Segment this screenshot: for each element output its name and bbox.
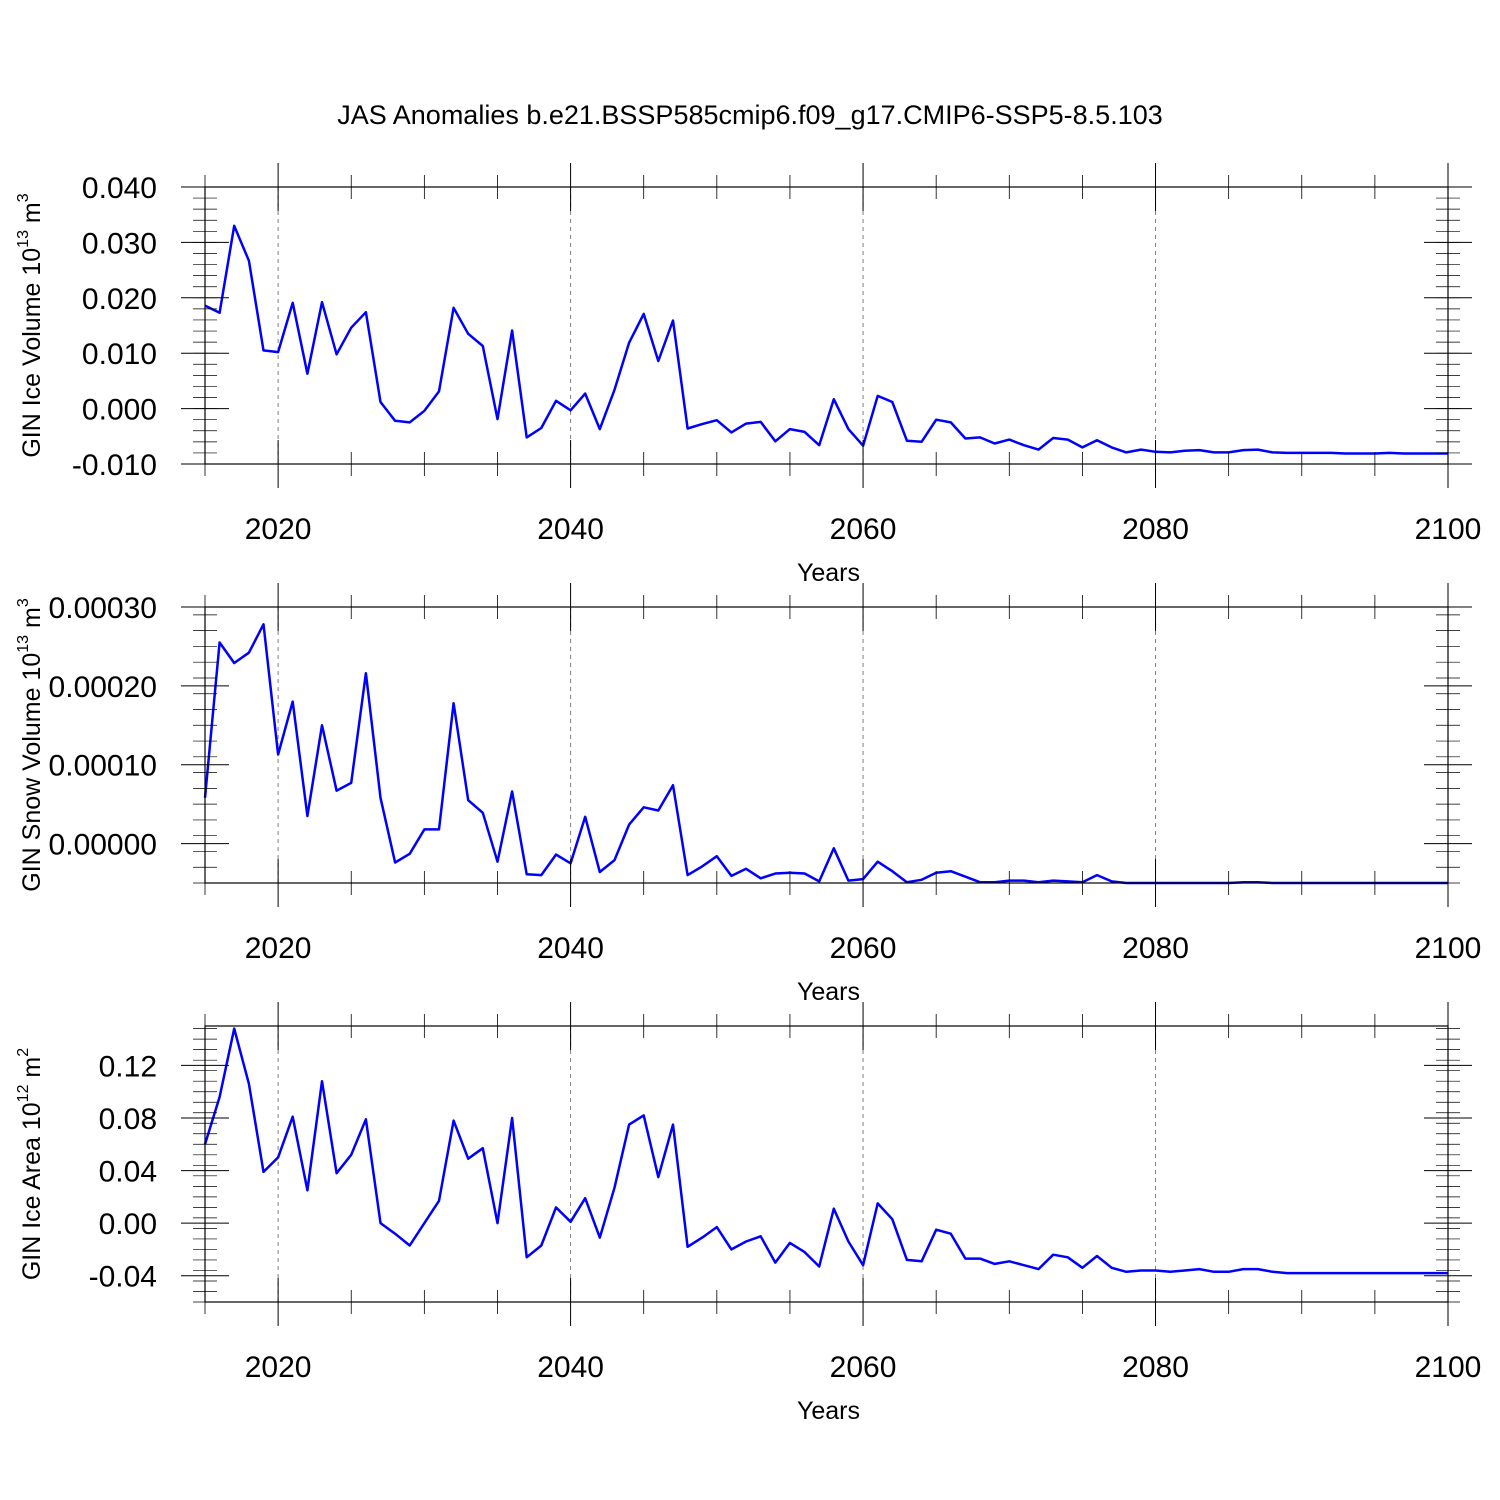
ice-volume-ytick-label: 0.000 <box>82 394 157 427</box>
panel-ice-volume: 0.040 0.030 0.020 0.010 0.000 -0.010 2020 2040… <box>15 163 1481 587</box>
ice-volume-xtick-label: 2040 <box>537 513 604 546</box>
ice-area-ytick-label: 0.08 <box>99 1103 157 1136</box>
snow-volume-ytick-label: 0.00020 <box>49 671 157 704</box>
snow-volume-series-line <box>203 623 1448 885</box>
ice-volume-ytick-label: 0.040 <box>82 172 157 205</box>
ice-area-ytick-label: 0.00 <box>99 1208 157 1241</box>
ice-volume-xtick-label: 2020 <box>245 513 312 546</box>
ice-area-xtick-label: 2100 <box>1415 1351 1482 1384</box>
snow-volume-xtick-label: 2040 <box>537 932 604 965</box>
snow-volume-y-axis-title: GIN Snow Volume 1013 m3 <box>15 598 46 892</box>
ice-area-xtick-label: 2040 <box>537 1351 604 1384</box>
chart-title: JAS Anomalies b.e21.BSSP585cmip6.f09_g17… <box>337 100 1163 130</box>
panel-snow-volume: 0.00030 0.00020 0.00010 0.00000 2020 2040 206… <box>15 583 1481 1006</box>
snow-volume-ytick-label: 0.00010 <box>49 750 157 783</box>
ice-volume-ytick-label: 0.030 <box>82 227 157 260</box>
ice-volume-y-axis-title: GIN Ice Volume 1013 m3 <box>15 193 46 457</box>
ice-volume-x-axis-title: Years <box>797 559 860 587</box>
ice-volume-xtick-label: 2080 <box>1122 513 1189 546</box>
snow-volume-xtick-label: 2020 <box>245 932 312 965</box>
ice-volume-plot-frame <box>204 186 1449 465</box>
ice-volume-ytick-label: 0.010 <box>82 338 157 371</box>
ice-volume-ytick-label: 0.020 <box>82 283 157 316</box>
ice-area-series-line <box>203 1027 1448 1275</box>
ice-area-x-axis-title: Years <box>797 1397 860 1425</box>
ice-volume-ytick-label: -0.010 <box>72 449 157 482</box>
ice-area-ytick-label: 0.12 <box>99 1050 157 1083</box>
ice-area-plot-frame <box>204 1025 1449 1303</box>
ice-area-xtick-label: 2060 <box>830 1351 897 1384</box>
snow-volume-x-axis-title: Years <box>797 978 860 1006</box>
ice-area-ytick-label: -0.04 <box>89 1261 157 1294</box>
snow-volume-xtick-label: 2080 <box>1122 932 1189 965</box>
snow-volume-ytick-label: 0.00000 <box>49 829 157 862</box>
ice-volume-series-line <box>204 224 1448 455</box>
snow-volume-xtick-label: 2100 <box>1415 932 1482 965</box>
panel-ice-area: 0.12 0.08 0.04 0.00 -0.04 2020 2040 2060 2080 21… <box>15 1002 1481 1425</box>
snow-volume-plot-frame <box>204 606 1449 884</box>
ice-area-xtick-label: 2020 <box>245 1351 312 1384</box>
ice-area-ytick-label: 0.04 <box>99 1156 157 1189</box>
ice-volume-xtick-label: 2100 <box>1415 513 1482 546</box>
snow-volume-ytick-label: 0.00030 <box>49 592 157 625</box>
ice-area-xtick-label: 2080 <box>1122 1351 1189 1384</box>
ice-area-y-axis-title: GIN Ice Area 1012 m2 <box>15 1048 46 1280</box>
ice-volume-xtick-label: 2060 <box>830 513 897 546</box>
snow-volume-xtick-label: 2060 <box>830 932 897 965</box>
